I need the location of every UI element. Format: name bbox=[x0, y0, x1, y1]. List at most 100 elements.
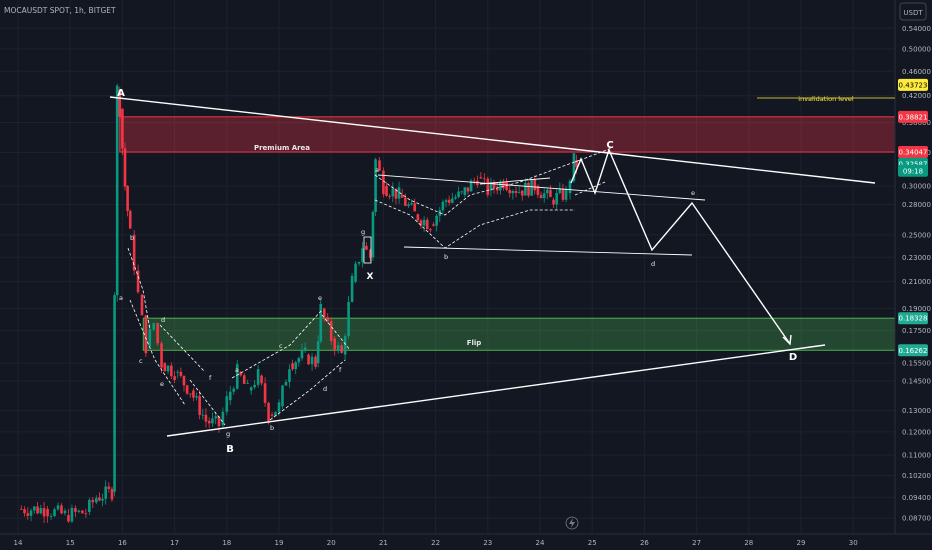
candle-body bbox=[400, 195, 404, 198]
candle-body bbox=[185, 385, 189, 394]
x-tick-label: 18 bbox=[222, 539, 231, 547]
candle-body bbox=[469, 180, 473, 192]
candle-body bbox=[404, 197, 407, 206]
candle-body bbox=[527, 182, 530, 196]
candle-body bbox=[198, 396, 201, 415]
candle-body bbox=[225, 396, 229, 412]
candle-body bbox=[288, 369, 291, 383]
candle-body bbox=[382, 170, 385, 195]
y-tick-label: 0.14500 bbox=[902, 378, 931, 386]
price-label-box bbox=[898, 344, 928, 357]
candle-body bbox=[336, 345, 340, 350]
candle-body bbox=[472, 180, 476, 182]
candle-body bbox=[536, 185, 540, 195]
candle-body bbox=[333, 338, 336, 350]
candle-body bbox=[81, 510, 84, 514]
flip-zone-label: Flip bbox=[467, 339, 482, 347]
wave-label-C: C bbox=[606, 140, 613, 151]
candle-body bbox=[270, 414, 274, 416]
subwave-f: f bbox=[209, 374, 212, 382]
y-tick-label: 0.09400 bbox=[902, 494, 931, 502]
currency-label: USDT bbox=[903, 9, 923, 17]
lower-trend-line[interactable] bbox=[166, 344, 826, 437]
candle-body bbox=[300, 350, 304, 359]
candle-body bbox=[77, 510, 81, 512]
candle-body bbox=[242, 375, 246, 384]
candle-body bbox=[413, 203, 417, 212]
x-tick-label: 14 bbox=[14, 539, 23, 547]
candle-body bbox=[23, 509, 26, 514]
candle-body bbox=[391, 188, 395, 197]
y-tick-label: 0.17500 bbox=[902, 327, 931, 335]
channel-line bbox=[377, 174, 706, 201]
candle-body bbox=[524, 182, 527, 196]
y-tick-label: 0.10200 bbox=[902, 472, 931, 480]
candle-body bbox=[354, 263, 357, 282]
pattern-line bbox=[574, 181, 606, 196]
price-label-box bbox=[898, 78, 928, 91]
price-label-text: 0.32587 bbox=[899, 160, 928, 168]
candle-body bbox=[397, 187, 401, 199]
x-tick-label: 26 bbox=[640, 539, 649, 547]
candle-body bbox=[107, 486, 111, 489]
y-tick-label: 0.13000 bbox=[902, 407, 931, 415]
pattern-line bbox=[321, 314, 351, 351]
candle-body bbox=[42, 508, 46, 517]
subwave-f: f bbox=[339, 366, 342, 374]
y-tick-label: 0.50000 bbox=[902, 45, 931, 53]
candle-body bbox=[530, 178, 533, 196]
y-tick-label: 0.38000 bbox=[902, 119, 931, 127]
candle-body bbox=[329, 321, 333, 342]
y-tick-label: 0.25000 bbox=[902, 231, 931, 239]
subwave-d: d bbox=[323, 385, 327, 393]
candle-body bbox=[444, 200, 448, 202]
candle-body bbox=[422, 219, 426, 226]
candle-body bbox=[340, 345, 343, 353]
candle-body bbox=[457, 191, 460, 198]
candle-body bbox=[126, 185, 129, 211]
projected-e: e bbox=[691, 189, 695, 197]
candle-body bbox=[416, 214, 420, 221]
price-label-text: 0.38821 bbox=[899, 113, 928, 121]
y-tick-label: 0.19000 bbox=[902, 305, 931, 313]
candle-body bbox=[314, 356, 317, 367]
x-tick-label: 21 bbox=[379, 539, 388, 547]
candle-body bbox=[451, 198, 454, 203]
drawings bbox=[109, 96, 876, 437]
subwave-a: a bbox=[119, 294, 123, 302]
candle-body bbox=[253, 384, 256, 388]
x-tick-label: 20 bbox=[327, 539, 336, 547]
price-label-text: 0.16262 bbox=[899, 347, 928, 355]
candle-body bbox=[319, 303, 323, 342]
candle-body bbox=[256, 369, 260, 385]
pattern-line bbox=[189, 379, 226, 426]
candle-body bbox=[188, 393, 192, 395]
lightning-icon[interactable] bbox=[565, 516, 579, 530]
x-tick-label: 30 bbox=[849, 539, 858, 547]
candle-body bbox=[166, 365, 170, 372]
candle-body bbox=[221, 411, 225, 426]
candle-body bbox=[246, 383, 249, 384]
upper-trend-line[interactable] bbox=[109, 96, 876, 184]
y-tick-label: 0.42000 bbox=[902, 92, 931, 100]
candle-body bbox=[310, 356, 314, 365]
currency-box[interactable] bbox=[899, 2, 927, 21]
time-axis[interactable]: 14 15 16 17 18 19 20 21 22 23 24 25 26 27 28 29 30 bbox=[14, 539, 858, 547]
candle-body bbox=[98, 497, 101, 501]
candle-body bbox=[441, 201, 445, 211]
candle-body bbox=[123, 148, 127, 187]
candle-body bbox=[113, 295, 116, 492]
x-tick-label: 24 bbox=[536, 539, 545, 547]
candle-body bbox=[228, 391, 232, 401]
candle-body bbox=[204, 414, 208, 422]
candle-body bbox=[249, 387, 253, 391]
projection-path bbox=[570, 148, 791, 345]
price-axis[interactable]: 0.54000 0.50000 0.46000 0.42000 0.38000 0.340… bbox=[902, 25, 931, 523]
candle-body bbox=[260, 375, 263, 384]
channel-line bbox=[403, 246, 693, 256]
y-tick-label: 0.23000 bbox=[902, 254, 931, 262]
candle-body bbox=[110, 488, 114, 500]
candle-body bbox=[84, 513, 88, 515]
